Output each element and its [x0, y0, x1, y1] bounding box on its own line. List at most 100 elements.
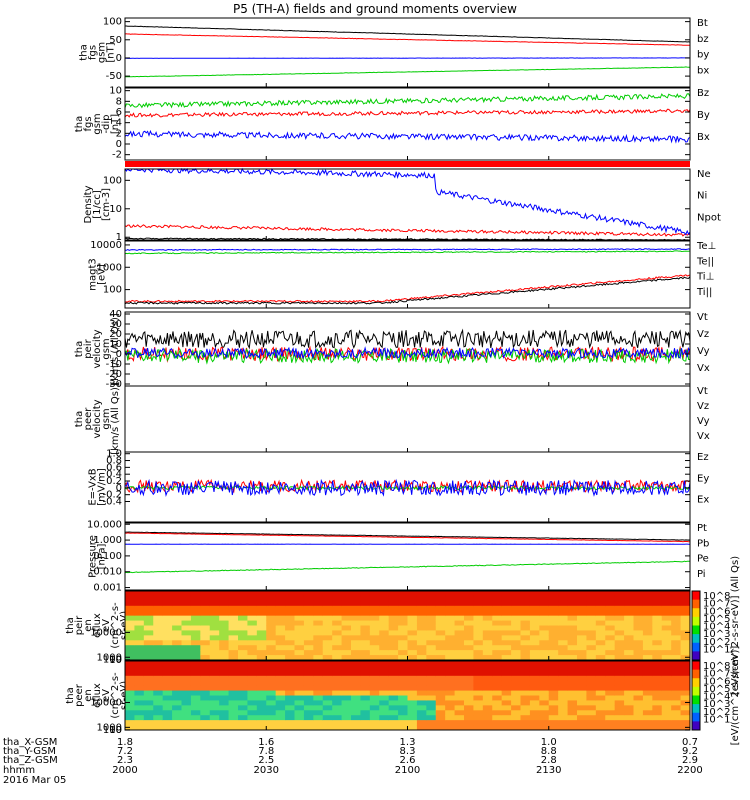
panel-10-ytick-0: 10000: [90, 697, 122, 708]
panel-4-legend-3: Ti||: [696, 287, 712, 298]
xaxis-z-tick-4: 2.9: [682, 755, 698, 766]
xaxis-time-tick-3: 2130: [536, 765, 561, 776]
panel-9-ylabel-4: eV: [101, 619, 112, 632]
panel-5-ytick-1: 30: [109, 319, 122, 330]
panel-2-ylabel-3: -dip: [101, 114, 112, 133]
panel-9-ylabel-1: peir: [74, 615, 85, 635]
panel-5-ylabel-3: gsm: [101, 338, 112, 359]
panel-2-ylabel-0: tha: [74, 116, 85, 132]
xaxis-x-tick-0: 1.8: [117, 737, 133, 748]
panel-3-ytick-0: 100: [103, 175, 122, 186]
panel-4-series-0: [124, 274, 691, 303]
panel-9-cbar-label: [eV/(cm^2-s-sr-eV)] (All Qs): [730, 556, 741, 695]
xaxis-z-tick-0: 2.3: [117, 755, 133, 766]
panel-4-ytick-0: 10000: [90, 240, 122, 251]
panel-6-legend-3: Vx: [697, 431, 710, 442]
panel-5-ytick-5: -10: [106, 359, 122, 370]
panel-3-legend-0: Ne: [697, 169, 711, 180]
panel-1-ylabel-3: [nT]: [106, 42, 117, 62]
panel-4: magt3[eV] Te⊥ Te|| Ti⊥ Ti|| 10000 1000 100: [88, 240, 716, 309]
panel-5-legend-3: Vx: [697, 363, 710, 374]
xaxis-time-tick-2: 2100: [395, 765, 420, 776]
panel-7-ytick-7: -0.4: [102, 497, 122, 508]
panel-2-legend-0: Bz: [697, 88, 709, 99]
panel-1-ylabel-0: tha: [79, 44, 90, 60]
panel-8-ytick-0: 10.000: [87, 519, 122, 530]
xaxis-time-tick-1: 2030: [254, 765, 279, 776]
panel-10-ytick-2: 100: [103, 725, 122, 736]
panel-10-cbar-tick-7: 10^1: [703, 714, 730, 725]
panel-10-ytick-3: 10: [109, 725, 122, 736]
xaxis-y-tick-4: 9.2: [682, 746, 698, 757]
panel-10-ylabel-1: peer: [74, 683, 85, 707]
panel-10-ylabel-0: tha: [65, 687, 76, 703]
panel-7-ytick-3: 0.4: [106, 469, 122, 480]
panel-8: Pressure[nPa] Pt Pb Pe Pi 10.000 1.000 0.100 0.0…: [87, 519, 709, 593]
panel-2-legend-1: By: [697, 110, 710, 121]
panel-9-ytick-3: 10: [109, 655, 122, 666]
xaxis-z-tick-1: 2.5: [258, 755, 274, 766]
panel-3-ylabel-0: Density: [83, 185, 94, 223]
xaxis-x-tick-4: 0.7: [682, 737, 698, 748]
panel-10-ylabel-3: eflux: [92, 683, 103, 708]
panel-10-ylabel-2: en: [83, 689, 94, 702]
panel-9-ylabel-3: eflux: [92, 613, 103, 638]
panel-2-ytick-6: -2: [112, 150, 122, 161]
panel-8-ylabel-0: Pressure: [88, 535, 99, 578]
panel-1-series-3: [124, 57, 691, 59]
panel-10-cbar-label: [eV/(cm^2-s-sr-eV)]: [730, 646, 741, 746]
xaxis-x-tick-3: 1.0: [541, 737, 557, 748]
panel-9-ytick-1: 1000: [97, 652, 122, 663]
panel-5-ytick-0: 40: [109, 309, 122, 320]
panel-1-legend-3: bx: [697, 65, 709, 76]
panel-3-legend-1: Ni: [697, 191, 707, 202]
panel-2-series-1: [124, 93, 691, 109]
panel-4-legend-2: Ti⊥: [696, 272, 714, 283]
panel-1-ytick-2: 0: [116, 53, 122, 64]
panel-10-ytick-1: 1000: [97, 722, 122, 733]
panel-9-cbar-tick-2: 10^6: [703, 606, 730, 617]
panel-3-legend-2: Npot: [697, 212, 721, 223]
panel-7-ytick-1: 0.8: [106, 456, 122, 467]
panel-8-ytick-4: 0.001: [93, 583, 122, 594]
panel-5-series-0: [124, 328, 691, 350]
panel-4-series-2: [124, 248, 691, 251]
panel-5-ytick-4: 0: [116, 349, 122, 360]
panel-6-ylabel-2: velocity: [92, 399, 103, 438]
panel-7-legend-1: Ey: [697, 473, 709, 484]
panel-9-cbar-tick-3: 10^5: [703, 614, 730, 625]
xaxis-x-tick-1: 1.6: [258, 737, 274, 748]
panel-2-ytick-0: 10: [109, 86, 122, 97]
panel-5-ytick-6: -20: [106, 369, 122, 380]
panel-5-legend-2: Vy: [697, 346, 710, 357]
panel-9-ylabel-0: tha: [65, 617, 76, 633]
panel-6-ylabel-4: [km/s (All Qs)]: [110, 383, 121, 455]
panel-1-series-2: [125, 66, 690, 78]
panel-5-legend-1: Vz: [697, 329, 709, 340]
panel-1-ytick-1: 50: [109, 35, 122, 46]
xaxis-row-label-1: tha_Y-GSM: [3, 746, 56, 757]
panel-6-ylabel-0: tha: [74, 411, 85, 427]
panel-8-legend-1: Pb: [697, 538, 709, 549]
panel-5-ylabel-4: [km/s (All Qs)]: [110, 313, 121, 385]
xaxis-x-tick-2: 1.3: [400, 737, 416, 748]
panel-10-cbar-tick-0: 10^8: [703, 661, 730, 672]
panel-7-ytick-5: 0: [116, 483, 122, 494]
xaxis-row-label-3: hhmm: [3, 765, 35, 776]
panel-4-legend-1: Te||: [696, 256, 714, 267]
panel-5-ytick-7: -30: [106, 379, 122, 390]
panel-8-legend-0: Pt: [697, 523, 707, 534]
panel-9-ylabel-5: (cm^2-s-: [110, 602, 121, 649]
panel-8-series-1: [124, 532, 690, 543]
panel-8-legend-2: Pe: [697, 554, 709, 565]
panel-9-ytick-2: 100: [103, 655, 122, 666]
panel-5-ylabel-0: tha: [74, 341, 85, 357]
panel-1-ylabel-2: gsm: [97, 42, 108, 63]
panel-2-series-0: [124, 108, 691, 118]
xaxis-row-label-0: tha_X-GSM: [3, 737, 57, 748]
panel-4-legend-0: Te⊥: [696, 241, 716, 252]
panel-10-cbar-tick-2: 10^6: [703, 676, 730, 687]
